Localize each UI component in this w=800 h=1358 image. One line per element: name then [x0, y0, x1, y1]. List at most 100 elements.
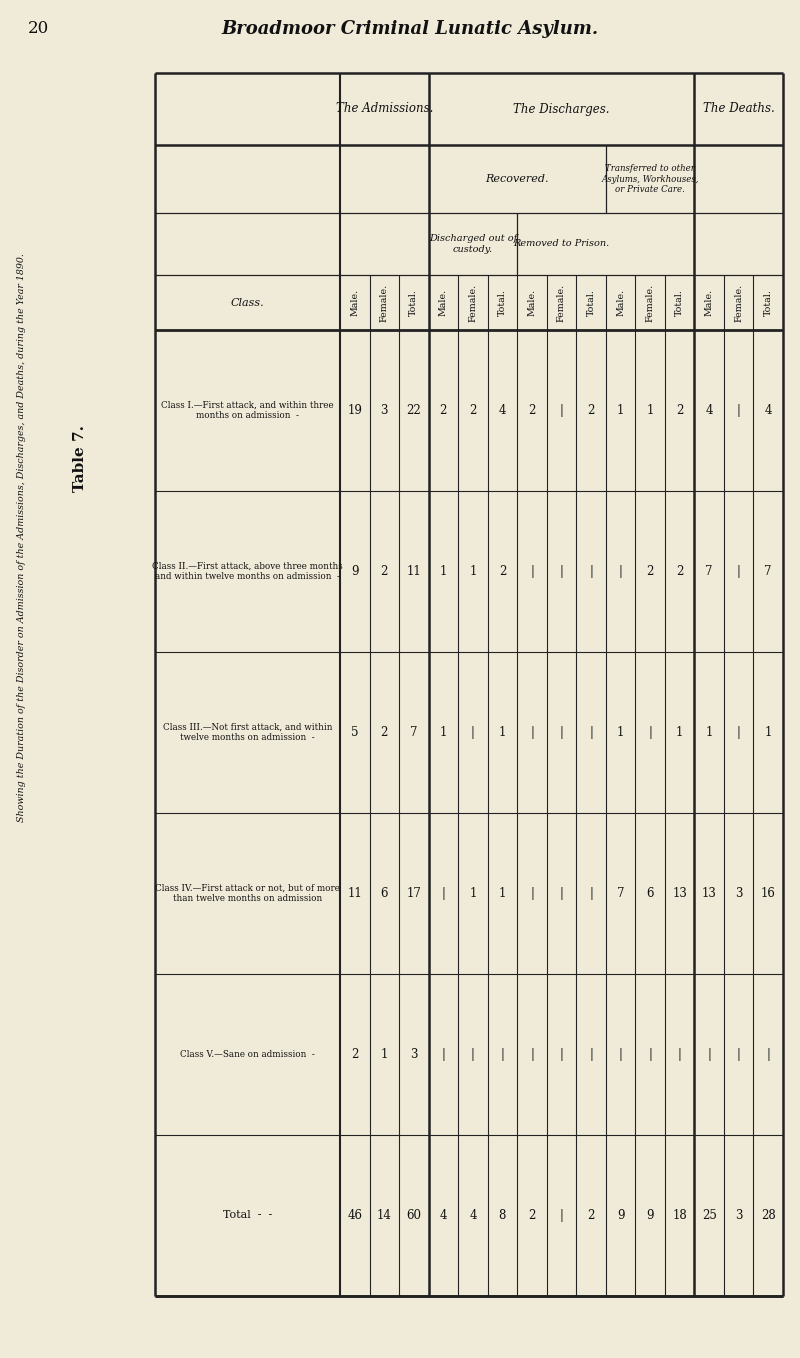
Text: 4: 4 — [440, 1209, 447, 1222]
Text: 1: 1 — [440, 565, 447, 579]
Text: 46: 46 — [347, 1209, 362, 1222]
Text: Total  -  -: Total - - — [223, 1210, 272, 1221]
Text: 16: 16 — [761, 887, 776, 900]
Text: 2: 2 — [470, 403, 477, 417]
Text: 2: 2 — [587, 403, 594, 417]
Text: |: | — [589, 1048, 593, 1061]
Text: Male.: Male. — [350, 289, 359, 316]
Text: 8: 8 — [498, 1209, 506, 1222]
Text: 20: 20 — [28, 20, 50, 37]
Text: Class II.—First attack, above three months
and within twelve months on admission: Class II.—First attack, above three mont… — [152, 562, 343, 581]
Text: 6: 6 — [646, 887, 654, 900]
Text: 2: 2 — [528, 403, 536, 417]
Text: |: | — [559, 565, 563, 579]
Text: |: | — [648, 1048, 652, 1061]
Text: Female.: Female. — [380, 284, 389, 322]
Text: 9: 9 — [617, 1209, 624, 1222]
Text: Female.: Female. — [469, 284, 478, 322]
Text: 13: 13 — [702, 887, 717, 900]
Text: Total.: Total. — [675, 289, 684, 316]
Text: 1: 1 — [498, 887, 506, 900]
Text: 7: 7 — [617, 887, 624, 900]
Text: Class III.—Not first attack, and within
twelve months on admission  -: Class III.—Not first attack, and within … — [162, 722, 332, 743]
Text: |: | — [530, 887, 534, 900]
Text: 1: 1 — [381, 1048, 388, 1061]
Text: |: | — [559, 403, 563, 417]
Text: 2: 2 — [381, 565, 388, 579]
Text: 2: 2 — [676, 565, 683, 579]
Text: |: | — [648, 727, 652, 739]
Text: Showing the Duration of the Disorder on Admission of the Admissions, Discharges,: Showing the Duration of the Disorder on … — [18, 254, 26, 823]
Text: 3: 3 — [410, 1048, 418, 1061]
Text: 2: 2 — [351, 1048, 358, 1061]
Text: |: | — [766, 1048, 770, 1061]
Text: |: | — [618, 565, 622, 579]
Text: The Deaths.: The Deaths. — [703, 102, 774, 115]
Text: |: | — [737, 1048, 741, 1061]
Text: Total.: Total. — [410, 289, 418, 316]
Text: 2: 2 — [381, 727, 388, 739]
Text: Discharged out of
custody.: Discharged out of custody. — [429, 235, 517, 254]
Text: |: | — [442, 887, 446, 900]
Text: |: | — [559, 1048, 563, 1061]
Text: |: | — [501, 1048, 504, 1061]
Text: 18: 18 — [672, 1209, 687, 1222]
Text: 1: 1 — [498, 727, 506, 739]
Text: 22: 22 — [406, 403, 422, 417]
Text: 11: 11 — [406, 565, 422, 579]
Text: |: | — [737, 565, 741, 579]
Text: 2: 2 — [587, 1209, 594, 1222]
Text: 2: 2 — [646, 565, 654, 579]
Text: Female.: Female. — [646, 284, 654, 322]
Text: 1: 1 — [676, 727, 683, 739]
Text: 2: 2 — [676, 403, 683, 417]
Text: 5: 5 — [351, 727, 358, 739]
Text: 4: 4 — [498, 403, 506, 417]
Text: |: | — [737, 403, 741, 417]
Text: 3: 3 — [735, 887, 742, 900]
Text: Recovered.: Recovered. — [486, 174, 549, 183]
Text: Total.: Total. — [498, 289, 507, 316]
Text: 1: 1 — [440, 727, 447, 739]
Text: |: | — [707, 1048, 711, 1061]
Text: |: | — [589, 727, 593, 739]
Text: 4: 4 — [765, 403, 772, 417]
Text: 7: 7 — [706, 565, 713, 579]
Text: 1: 1 — [470, 887, 477, 900]
Text: 3: 3 — [735, 1209, 742, 1222]
Text: The Discharges.: The Discharges. — [514, 102, 610, 115]
Text: 7: 7 — [765, 565, 772, 579]
Text: Broadmoor Criminal Lunatic Asylum.: Broadmoor Criminal Lunatic Asylum. — [222, 20, 598, 38]
Text: 17: 17 — [406, 887, 422, 900]
Text: 2: 2 — [440, 403, 447, 417]
Text: Male.: Male. — [527, 289, 537, 316]
Text: |: | — [530, 565, 534, 579]
Text: 25: 25 — [702, 1209, 717, 1222]
Text: |: | — [442, 1048, 446, 1061]
Text: 14: 14 — [377, 1209, 392, 1222]
Text: Class IV.—First attack or not, but of more
than twelve months on admission: Class IV.—First attack or not, but of mo… — [155, 884, 340, 903]
Text: Table 7.: Table 7. — [73, 425, 87, 492]
Text: 4: 4 — [706, 403, 713, 417]
Text: 1: 1 — [617, 403, 624, 417]
Text: 19: 19 — [347, 403, 362, 417]
Text: 1: 1 — [617, 727, 624, 739]
Text: 13: 13 — [672, 887, 687, 900]
Text: 28: 28 — [761, 1209, 776, 1222]
Text: Total.: Total. — [764, 289, 773, 316]
Text: |: | — [530, 727, 534, 739]
Text: Class V.—Sane on admission  -: Class V.—Sane on admission - — [180, 1050, 315, 1059]
Text: Male.: Male. — [705, 289, 714, 316]
Text: |: | — [559, 1209, 563, 1222]
Text: 1: 1 — [706, 727, 713, 739]
Text: The Admissions.: The Admissions. — [336, 102, 433, 115]
Text: |: | — [559, 887, 563, 900]
Text: |: | — [737, 727, 741, 739]
Text: 1: 1 — [470, 565, 477, 579]
Text: 1: 1 — [646, 403, 654, 417]
Text: 9: 9 — [351, 565, 358, 579]
Text: 7: 7 — [410, 727, 418, 739]
Text: Female.: Female. — [557, 284, 566, 322]
Text: |: | — [618, 1048, 622, 1061]
Text: |: | — [589, 565, 593, 579]
